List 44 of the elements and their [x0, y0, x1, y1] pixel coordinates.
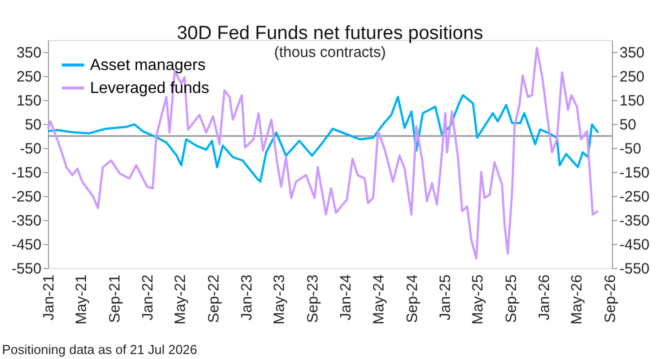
chart-title: 30D Fed Funds net futures positions [176, 23, 484, 44]
x-tick-label: Sep-26 [602, 274, 620, 323]
x-tick-label: May-21 [73, 274, 90, 325]
y2-tick-label: -50 [620, 140, 642, 158]
y2-tick-label: -150 [620, 164, 650, 182]
y-tick-label: 50 [24, 116, 42, 134]
y2-tick-label: -350 [620, 212, 650, 230]
y-tick-label: -450 [11, 236, 42, 254]
y-tick-label: -250 [11, 188, 42, 206]
y-tick-label: -50 [20, 140, 42, 158]
y-tick-label: 350 [16, 44, 42, 62]
y2-tick-label: -250 [620, 188, 650, 206]
y-tick-label: -150 [11, 164, 42, 182]
y2-tick-label: -450 [620, 236, 650, 254]
x-tick-label: Sep-24 [404, 274, 421, 323]
legend-label: Leveraged funds [90, 80, 210, 97]
x-tick-label: May-26 [568, 274, 586, 325]
chart-subtitle: (thous contracts) [274, 44, 386, 61]
x-tick-label: May-23 [271, 274, 288, 325]
x-tick-label: Jan-22 [140, 274, 157, 320]
y-tick-label: -350 [11, 212, 42, 230]
y2-tick-label: 50 [620, 116, 636, 134]
x-tick-label: Jan-25 [437, 274, 454, 320]
y-tick-label: 150 [16, 92, 42, 110]
y-tick-label: -550 [11, 260, 42, 278]
y2-tick-label: 150 [620, 92, 645, 110]
x-tick-label: Jan-26 [536, 274, 554, 320]
x-tick-label: May-24 [370, 274, 388, 325]
x-tick-label: Jan-23 [238, 274, 256, 320]
x-tick-label: Sep-25 [502, 274, 520, 323]
y2-tick-label: 250 [620, 68, 645, 86]
y2-tick-label: 350 [620, 44, 645, 62]
x-tick-label: Jan-21 [40, 274, 58, 320]
x-tick-label: May-25 [470, 274, 487, 325]
x-tick-label: May-22 [172, 274, 190, 325]
y2-tick-label: -550 [620, 260, 650, 278]
y-tick-label: 250 [16, 68, 42, 86]
x-tick-label: Sep-21 [106, 274, 124, 323]
text: Positioning data as of 21 Jul 2026 [2, 342, 198, 357]
line-series [46, 46, 600, 260]
x-tick-label: Sep-23 [304, 274, 322, 323]
legend-label: Asset managers [90, 57, 206, 74]
x-tick-label: Sep-22 [206, 274, 223, 323]
x-tick-label: Jan-24 [338, 274, 355, 320]
